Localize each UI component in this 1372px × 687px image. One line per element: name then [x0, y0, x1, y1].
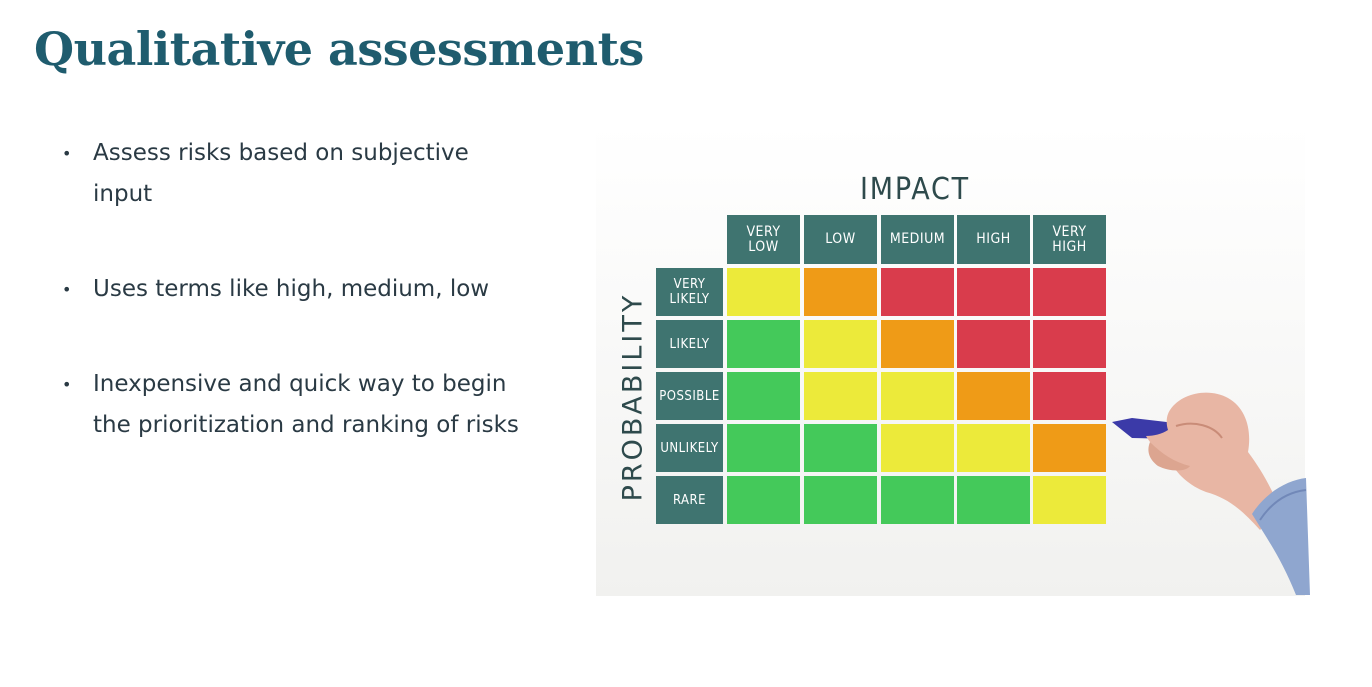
- risk-cell-yellow: [881, 424, 954, 472]
- risk-cell-yellow: [1033, 476, 1106, 524]
- risk-cell-yellow: [957, 424, 1030, 472]
- risk-cell-green: [727, 320, 800, 368]
- risk-cell-yellow: [804, 372, 877, 420]
- probability-header-cell: Unlikely: [656, 424, 723, 472]
- bullet-text: Inexpensive and quick way to begin the p…: [93, 371, 519, 438]
- risk-cell-green: [727, 372, 800, 420]
- risk-cell-green: [727, 476, 800, 524]
- risk-cell-red: [881, 268, 954, 316]
- risk-cell-green: [957, 476, 1030, 524]
- risk-cell-red: [957, 268, 1030, 316]
- risk-cell-red: [1033, 320, 1106, 368]
- risk-cell-yellow: [804, 320, 877, 368]
- probability-axis-label: PROBABILITY: [617, 292, 649, 502]
- bullet-list: • Assess risks based on subjective input …: [62, 133, 532, 500]
- impact-header-cell: Medium: [881, 215, 954, 264]
- risk-cell-orange: [1033, 424, 1106, 472]
- impact-axis-label: IMPACT: [860, 172, 970, 207]
- slide-title: Qualitative assessments: [34, 22, 644, 76]
- risk-cell-red: [1033, 372, 1106, 420]
- bullet-text: Uses terms like high, medium, low: [93, 276, 490, 302]
- risk-cell-red: [957, 320, 1030, 368]
- risk-cell-orange: [881, 320, 954, 368]
- bullet-item: • Assess risks based on subjective input: [62, 133, 532, 215]
- risk-cell-green: [881, 476, 954, 524]
- bullet-item: • Uses terms like high, medium, low: [62, 269, 532, 310]
- probability-header-cell: Likely: [656, 320, 723, 368]
- impact-header-cell: High: [957, 215, 1030, 264]
- probability-header-cell: Possible: [656, 372, 723, 420]
- risk-cell-yellow: [727, 268, 800, 316]
- hand-with-marker-icon: [1112, 392, 1310, 595]
- risk-cell-orange: [957, 372, 1030, 420]
- risk-cell-green: [804, 424, 877, 472]
- probability-header-cell: Very Likely: [656, 268, 723, 316]
- risk-cell-yellow: [881, 372, 954, 420]
- impact-header-cell: Low: [804, 215, 877, 264]
- impact-header-cell: Very High: [1033, 215, 1106, 264]
- risk-cell-orange: [804, 268, 877, 316]
- bullet-dot-icon: •: [62, 144, 72, 163]
- bullet-dot-icon: •: [62, 280, 72, 299]
- bullet-text: Assess risks based on subjective input: [93, 140, 469, 207]
- impact-header-cell: Very Low: [727, 215, 800, 264]
- bullet-dot-icon: •: [62, 375, 72, 394]
- probability-header-cell: Rare: [656, 476, 723, 524]
- risk-cell-green: [727, 424, 800, 472]
- bullet-item: • Inexpensive and quick way to begin the …: [62, 364, 532, 446]
- risk-cell-red: [1033, 268, 1106, 316]
- risk-cell-green: [804, 476, 877, 524]
